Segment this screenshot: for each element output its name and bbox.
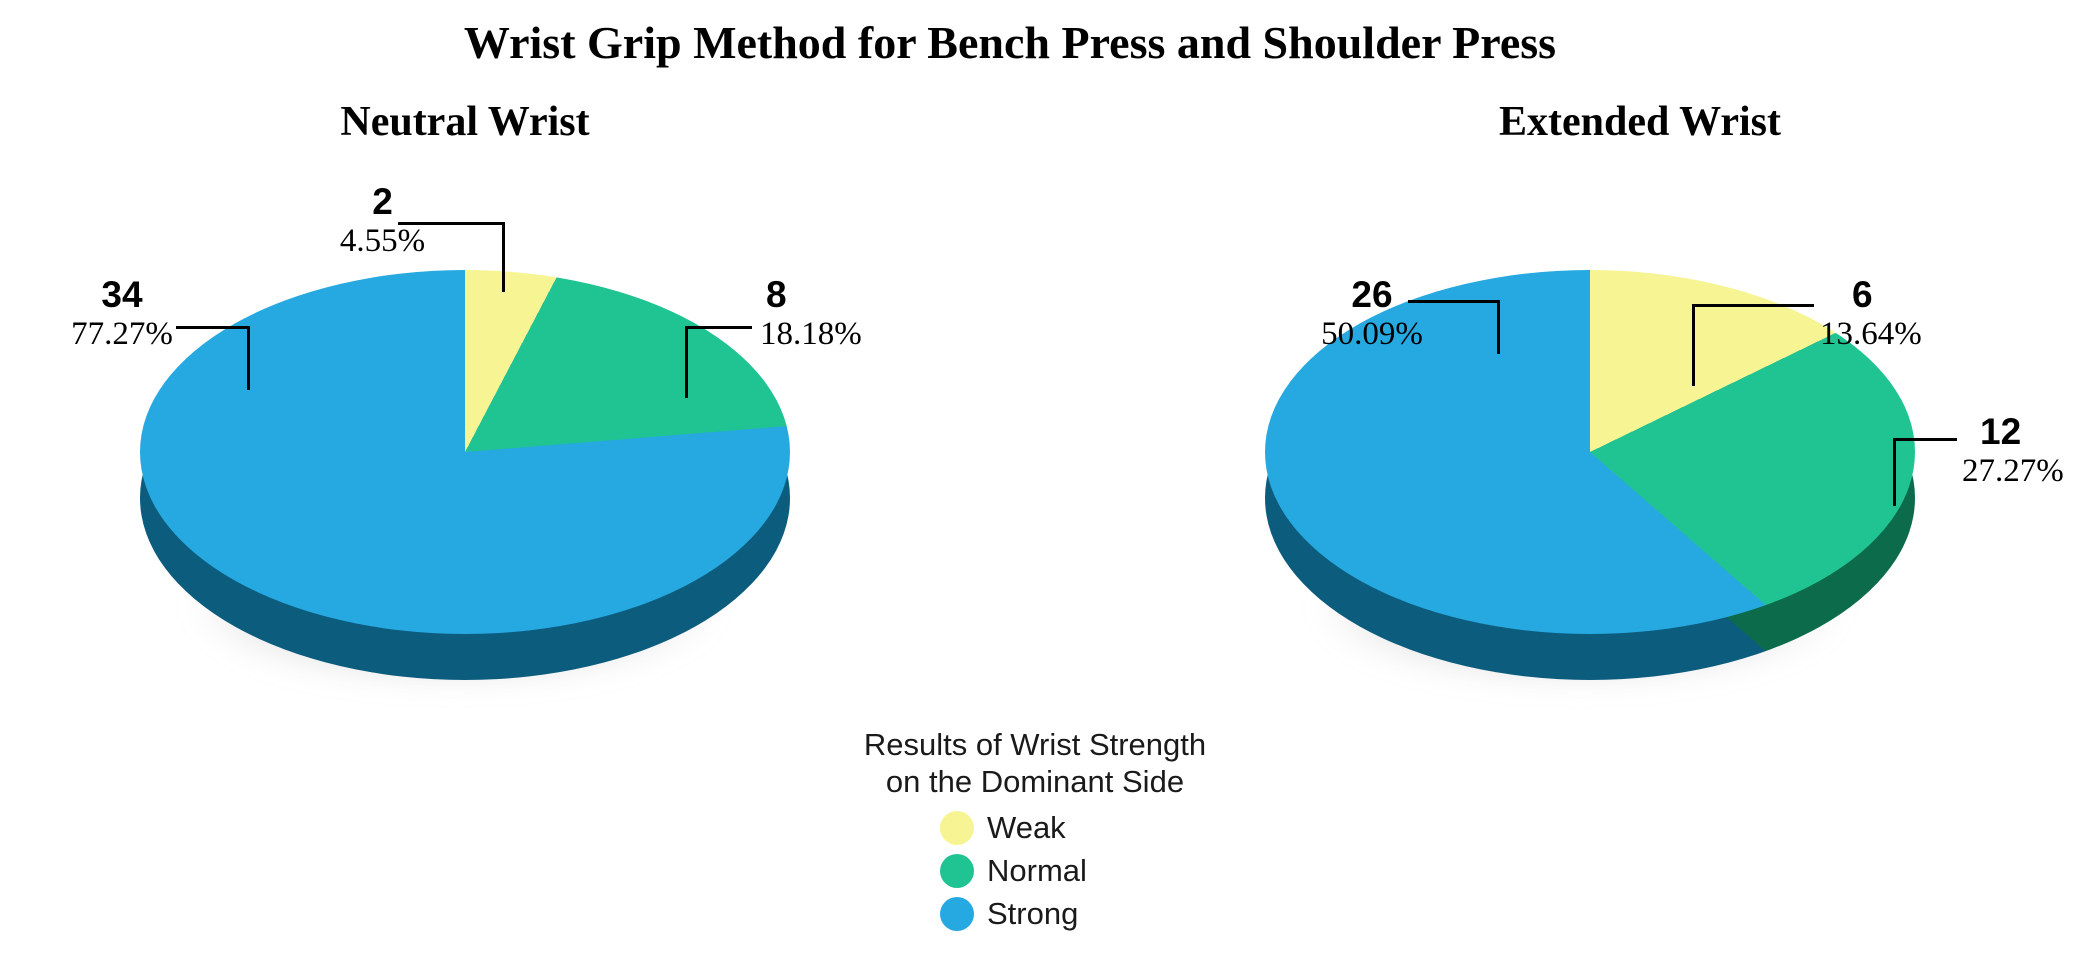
leader-line-neutral-weak <box>398 222 505 292</box>
legend-label-strong: Strong <box>987 896 1079 932</box>
slice-percent: 13.64% <box>1820 315 1922 352</box>
legend-items: Weak Normal Strong <box>828 810 1242 932</box>
slice-count: 2 <box>372 181 393 222</box>
legend-swatch-weak-icon <box>940 811 974 846</box>
leader-line-neutral-normal <box>685 326 752 398</box>
legend-item-weak: Weak <box>940 810 1242 846</box>
chart-title-neutral-wrist: Neutral Wrist <box>340 99 590 145</box>
leader-line-extended-strong <box>1408 300 1500 354</box>
slice-count: 8 <box>766 274 787 315</box>
legend-title-line1: Results of Wrist Strength <box>863 727 1207 762</box>
slice-count: 26 <box>1351 274 1393 315</box>
leader-line-extended-normal <box>1893 438 1957 506</box>
leader-line-neutral-strong <box>176 326 250 390</box>
chart-title-extended-wrist: Extended Wrist <box>1499 99 1781 145</box>
slice-count: 6 <box>1852 274 1873 315</box>
legend-swatch-strong-icon <box>940 897 974 932</box>
legend-title-line2: on the Dominant Side <box>885 764 1185 800</box>
legend-label-weak: Weak <box>987 810 1066 846</box>
slice-percent: 77.27% <box>71 315 173 352</box>
slice-label-extended-normal: 12 27.27% <box>1962 411 2087 491</box>
slice-percent: 4.55% <box>339 222 426 259</box>
legend-item-strong: Strong <box>940 896 1242 932</box>
slice-percent: 18.18% <box>760 315 862 352</box>
slice-percent: 50.09% <box>1321 315 1423 352</box>
slice-label-extended-weak: 6 13.64% <box>1820 274 1990 354</box>
pie-slices-neutral <box>140 270 790 634</box>
slice-label-neutral-weak: 2 4.55% <box>300 181 465 261</box>
slice-label-neutral-strong: 34 77.27% <box>38 274 206 354</box>
leader-line-extended-weak <box>1692 304 1814 386</box>
page-title: Wrist Grip Method for Bench Press and Sh… <box>463 17 1557 68</box>
slice-label-extended-strong: 26 50.09% <box>1288 274 1456 354</box>
legend-swatch-normal-icon <box>940 854 974 889</box>
slice-count: 34 <box>101 274 143 315</box>
legend-label-normal: Normal <box>987 853 1087 889</box>
slice-label-neutral-normal: 8 18.18% <box>760 274 935 354</box>
legend-title: Results of Wrist Strength on the Dominan… <box>828 726 1242 800</box>
pie-slices-extended <box>1265 270 1915 634</box>
pie-chart-extended-wrist <box>1215 270 1945 760</box>
slice-count: 12 <box>1980 411 2022 452</box>
slice-percent: 27.27% <box>1962 452 2064 489</box>
legend-item-normal: Normal <box>940 853 1242 889</box>
legend: Results of Wrist Strength on the Dominan… <box>828 726 1242 932</box>
